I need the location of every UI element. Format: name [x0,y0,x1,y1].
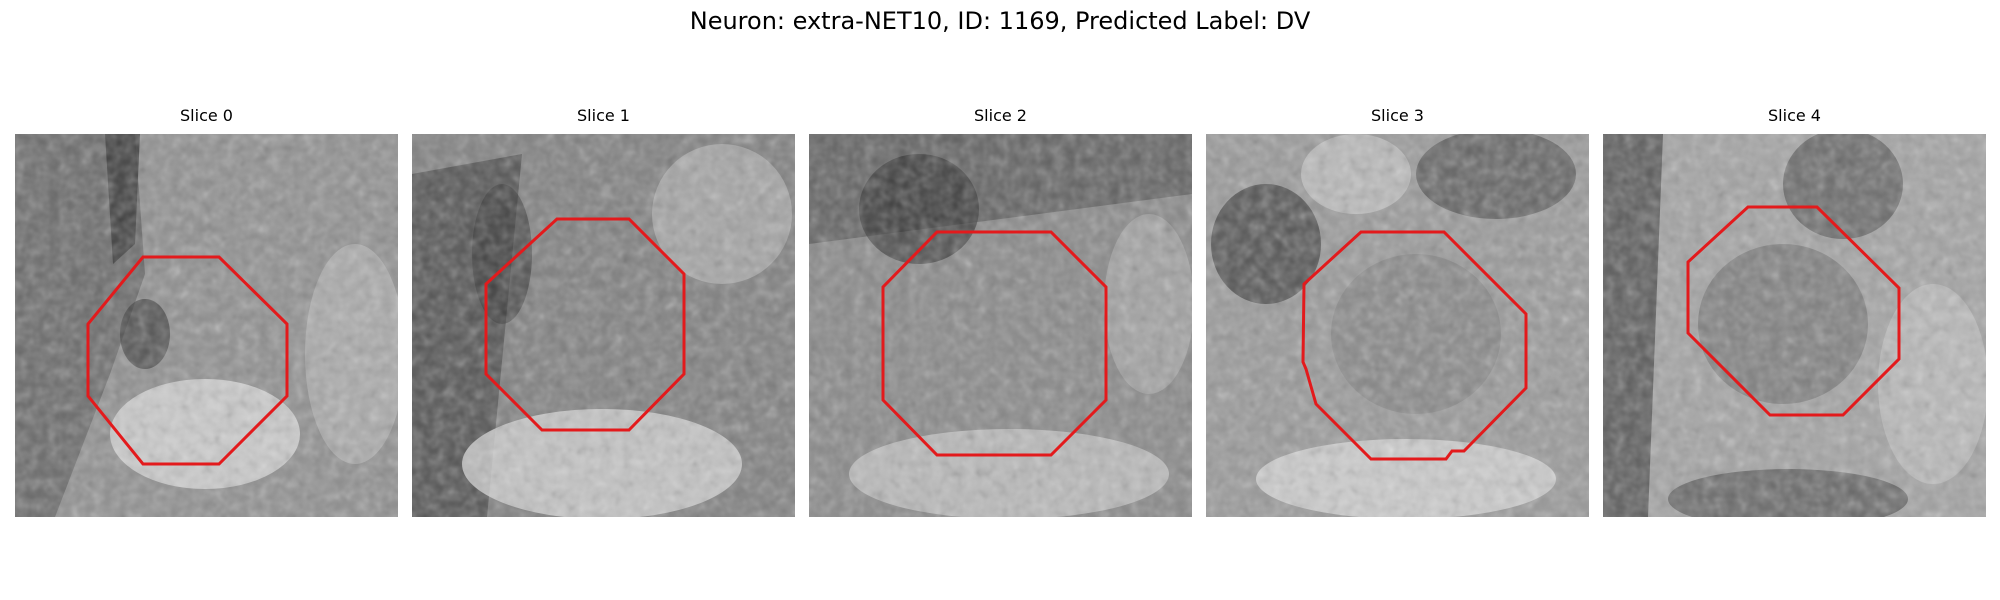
slice-image-canvas [809,134,1192,517]
roi-outline [1686,205,1901,417]
roi-outline [86,255,289,466]
slice-image [15,134,398,517]
slice-panel-3: Slice 3 [1206,106,1589,517]
slice-image [412,134,795,517]
slice-panel-1: Slice 1 [412,106,795,517]
slice-title: Slice 0 [180,106,233,125]
slice-image-canvas [1603,134,1986,517]
slice-image-canvas [412,134,795,517]
figure-title: Neuron: extra-NET10, ID: 1169, Predicted… [689,7,1311,35]
slice-image [1206,134,1589,517]
slice-panel-4: Slice 4 [1603,106,1986,517]
slice-title: Slice 1 [577,106,630,125]
slice-image-canvas [1206,134,1589,517]
roi-outline [1301,230,1528,461]
slice-title: Slice 4 [1768,106,1821,125]
slice-panel-2: Slice 2 [809,106,1192,517]
slice-image [809,134,1192,517]
roi-outline [484,217,686,432]
roi-outline [881,230,1108,457]
slice-title: Slice 2 [974,106,1027,125]
slice-panel-0: Slice 0 [15,106,398,517]
slice-image [1603,134,1986,517]
slice-image-canvas [15,134,398,517]
slice-title: Slice 3 [1371,106,1424,125]
